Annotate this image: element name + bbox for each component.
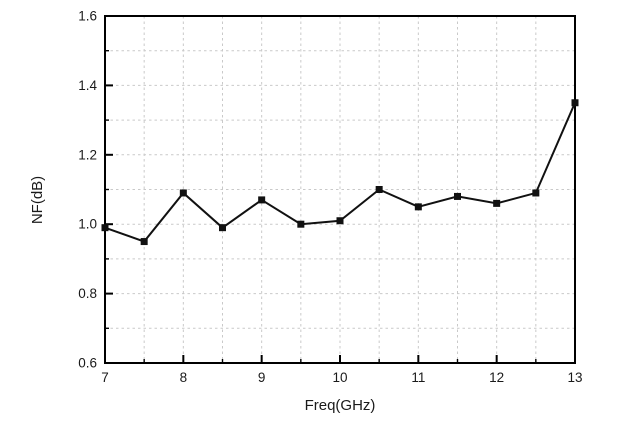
x-tick-label: 9 xyxy=(258,370,266,385)
data-point-marker xyxy=(219,224,226,232)
y-tick-label: 0.8 xyxy=(78,286,97,301)
y-tick-label: 1.4 xyxy=(78,78,97,93)
x-axis-title: Freq(GHz) xyxy=(305,397,376,414)
data-point-marker xyxy=(140,238,148,246)
x-tick-label: 10 xyxy=(332,370,347,385)
y-tick-label: 1.6 xyxy=(78,9,97,24)
data-point-marker xyxy=(454,192,461,200)
x-tick-label: 7 xyxy=(101,370,109,385)
data-point-marker xyxy=(414,203,422,211)
x-tick-label: 8 xyxy=(180,370,188,385)
x-tick-label: 12 xyxy=(489,370,504,385)
data-point-marker xyxy=(101,224,109,232)
data-point-marker xyxy=(297,220,305,228)
y-axis-title: NF(dB) xyxy=(29,176,46,224)
y-tick-label: 1.0 xyxy=(78,217,97,232)
data-point-marker xyxy=(493,199,501,207)
data-point-marker xyxy=(336,217,344,225)
data-point-marker xyxy=(258,196,266,204)
data-point-marker xyxy=(375,186,383,193)
data-point-marker xyxy=(571,99,579,107)
data-point-marker xyxy=(532,189,540,197)
y-tick-label: 1.2 xyxy=(78,147,97,162)
y-tick-label: 0.6 xyxy=(78,356,97,371)
x-tick-label: 11 xyxy=(411,370,425,385)
data-point-marker xyxy=(179,189,187,197)
x-tick-label: 13 xyxy=(567,370,582,385)
plot-frame xyxy=(104,15,576,364)
